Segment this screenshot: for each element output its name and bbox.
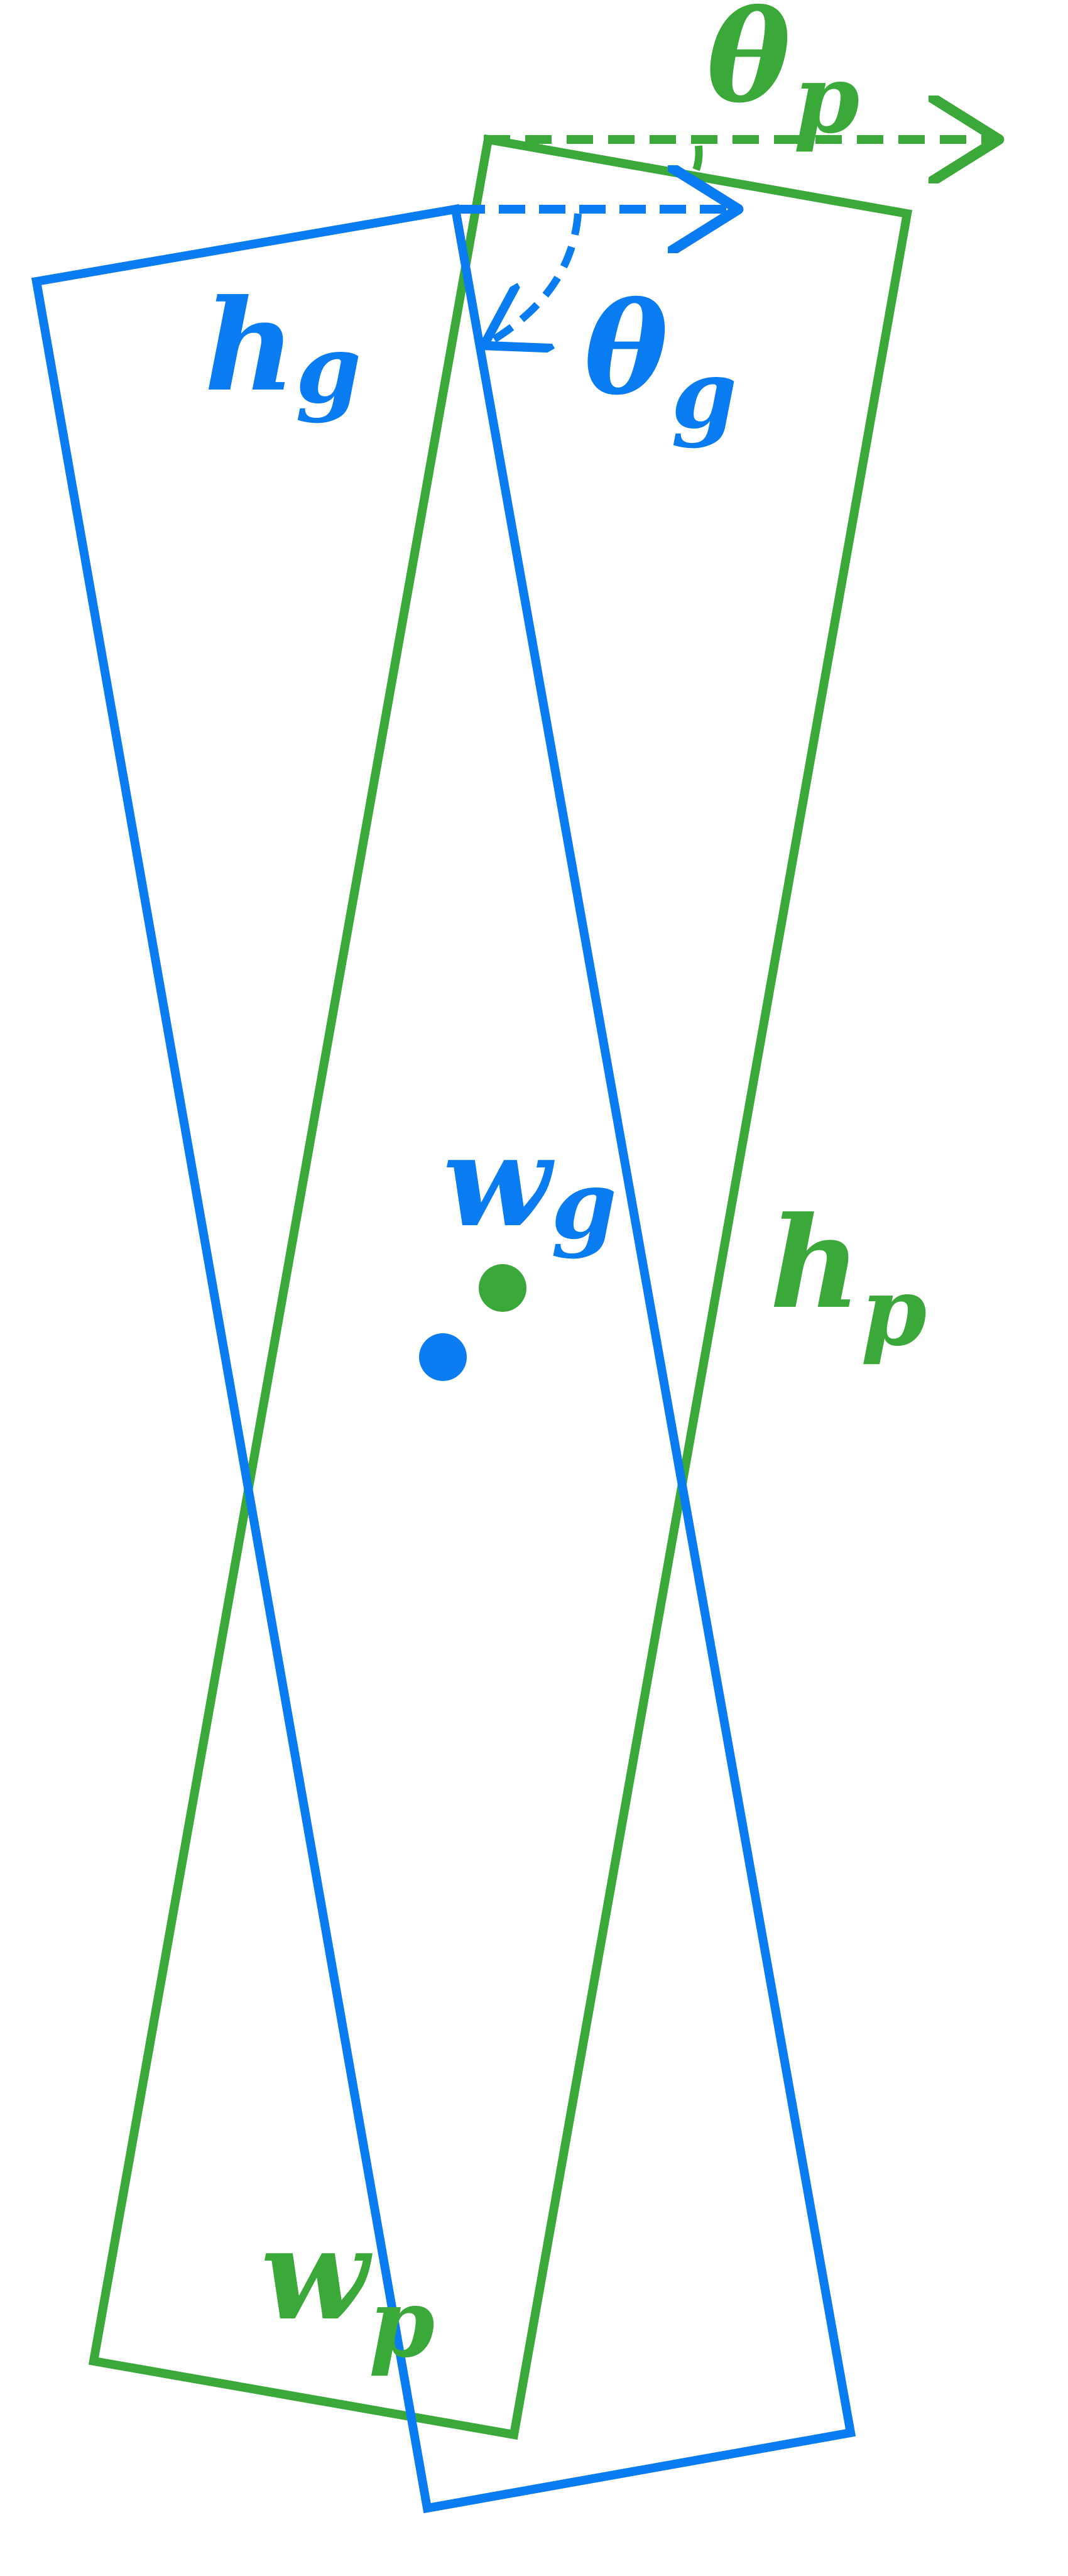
ground-truth-center-point <box>419 1333 467 1381</box>
h-p-label: hp <box>770 1189 927 1367</box>
w-g-label: wg <box>443 1108 617 1260</box>
predicted-box <box>88 134 913 2440</box>
w-p-label: wp <box>261 2201 435 2379</box>
theta-g-angle-arc <box>484 213 582 346</box>
theta-g-label: θg <box>584 275 737 450</box>
theta-p-label: θp <box>707 0 859 155</box>
predicted-center-point <box>479 1264 526 1312</box>
ground-truth-box <box>31 204 856 2514</box>
h-g-label: hg <box>204 272 361 425</box>
theta-p-angle-arc <box>692 145 703 172</box>
